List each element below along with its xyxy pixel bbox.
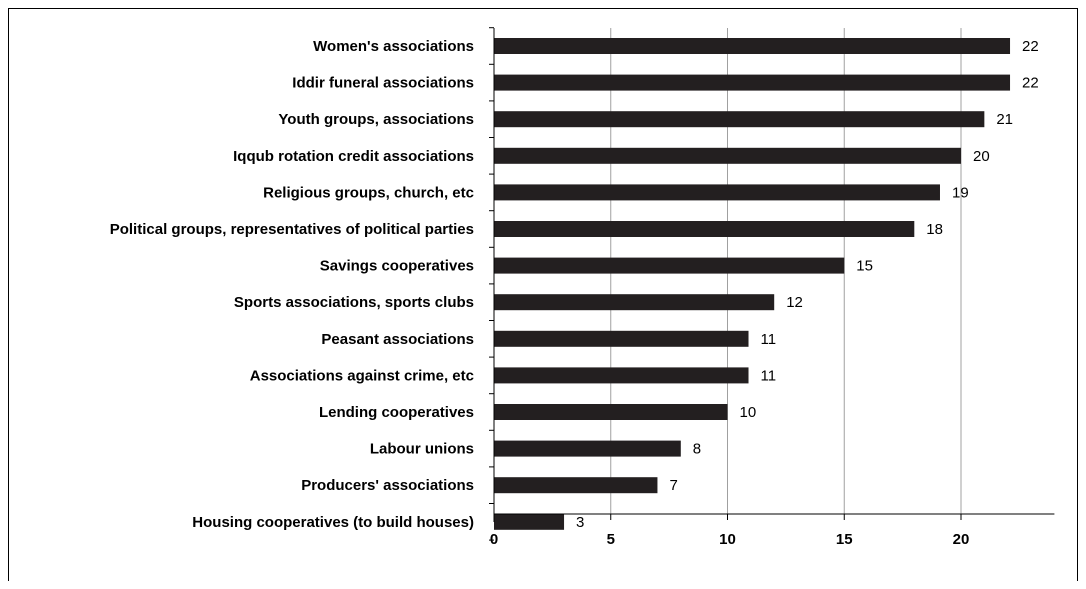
bar-7	[494, 294, 775, 311]
bar-1	[494, 74, 1011, 91]
data-label-4: 19	[952, 184, 969, 201]
bar-5	[494, 221, 915, 237]
data-label-2: 21	[996, 111, 1013, 128]
x-tick-label-5: 5	[607, 531, 615, 548]
category-label-13: Housing cooperatives (to build houses)	[192, 514, 474, 531]
category-label-11: Labour unions	[370, 441, 474, 458]
bar-2	[494, 111, 985, 128]
category-label-4: Religious groups, church, etc	[263, 184, 474, 201]
category-label-8: Peasant associations	[321, 331, 474, 348]
data-label-13: 3	[576, 514, 584, 531]
bar-6	[494, 257, 845, 274]
data-label-8: 11	[761, 331, 777, 348]
category-label-7: Sports associations, sports clubs	[234, 294, 474, 311]
category-label-2: Youth groups, associations	[278, 111, 474, 128]
bar-4	[494, 184, 940, 201]
category-label-10: Lending cooperatives	[319, 404, 474, 421]
x-tick-label-20: 20	[953, 531, 970, 548]
category-label-6: Savings cooperatives	[320, 258, 474, 275]
x-tick-label-15: 15	[836, 531, 853, 548]
bar-3	[494, 147, 961, 164]
data-label-12: 7	[669, 477, 677, 494]
category-label-9: Associations against crime, etc	[250, 367, 474, 384]
data-label-0: 22	[1022, 38, 1039, 55]
data-label-10: 10	[740, 404, 757, 421]
category-label-1: Iddir funeral associations	[292, 75, 474, 92]
x-tick-label-0: 0	[490, 531, 498, 548]
data-label-6: 15	[856, 258, 873, 275]
bar-0	[494, 38, 1011, 54]
data-label-9: 11	[761, 367, 777, 384]
data-label-3: 20	[973, 148, 990, 165]
category-label-3: Iqqub rotation credit associations	[233, 148, 474, 165]
category-label-5: Political groups, representatives of pol…	[110, 221, 474, 238]
data-label-5: 18	[926, 221, 943, 238]
x-tick-label-10: 10	[719, 531, 736, 548]
data-label-7: 12	[786, 294, 803, 311]
category-label-12: Producers' associations	[301, 477, 474, 494]
data-label-1: 22	[1022, 75, 1039, 92]
bar-9	[494, 367, 749, 384]
bar-13	[494, 513, 565, 530]
bar-8	[494, 330, 749, 347]
bar-12	[494, 477, 658, 494]
bar-10	[494, 404, 728, 420]
category-label-0: Women's associations	[313, 38, 474, 55]
data-label-11: 8	[693, 441, 701, 458]
bar-11	[494, 440, 681, 457]
